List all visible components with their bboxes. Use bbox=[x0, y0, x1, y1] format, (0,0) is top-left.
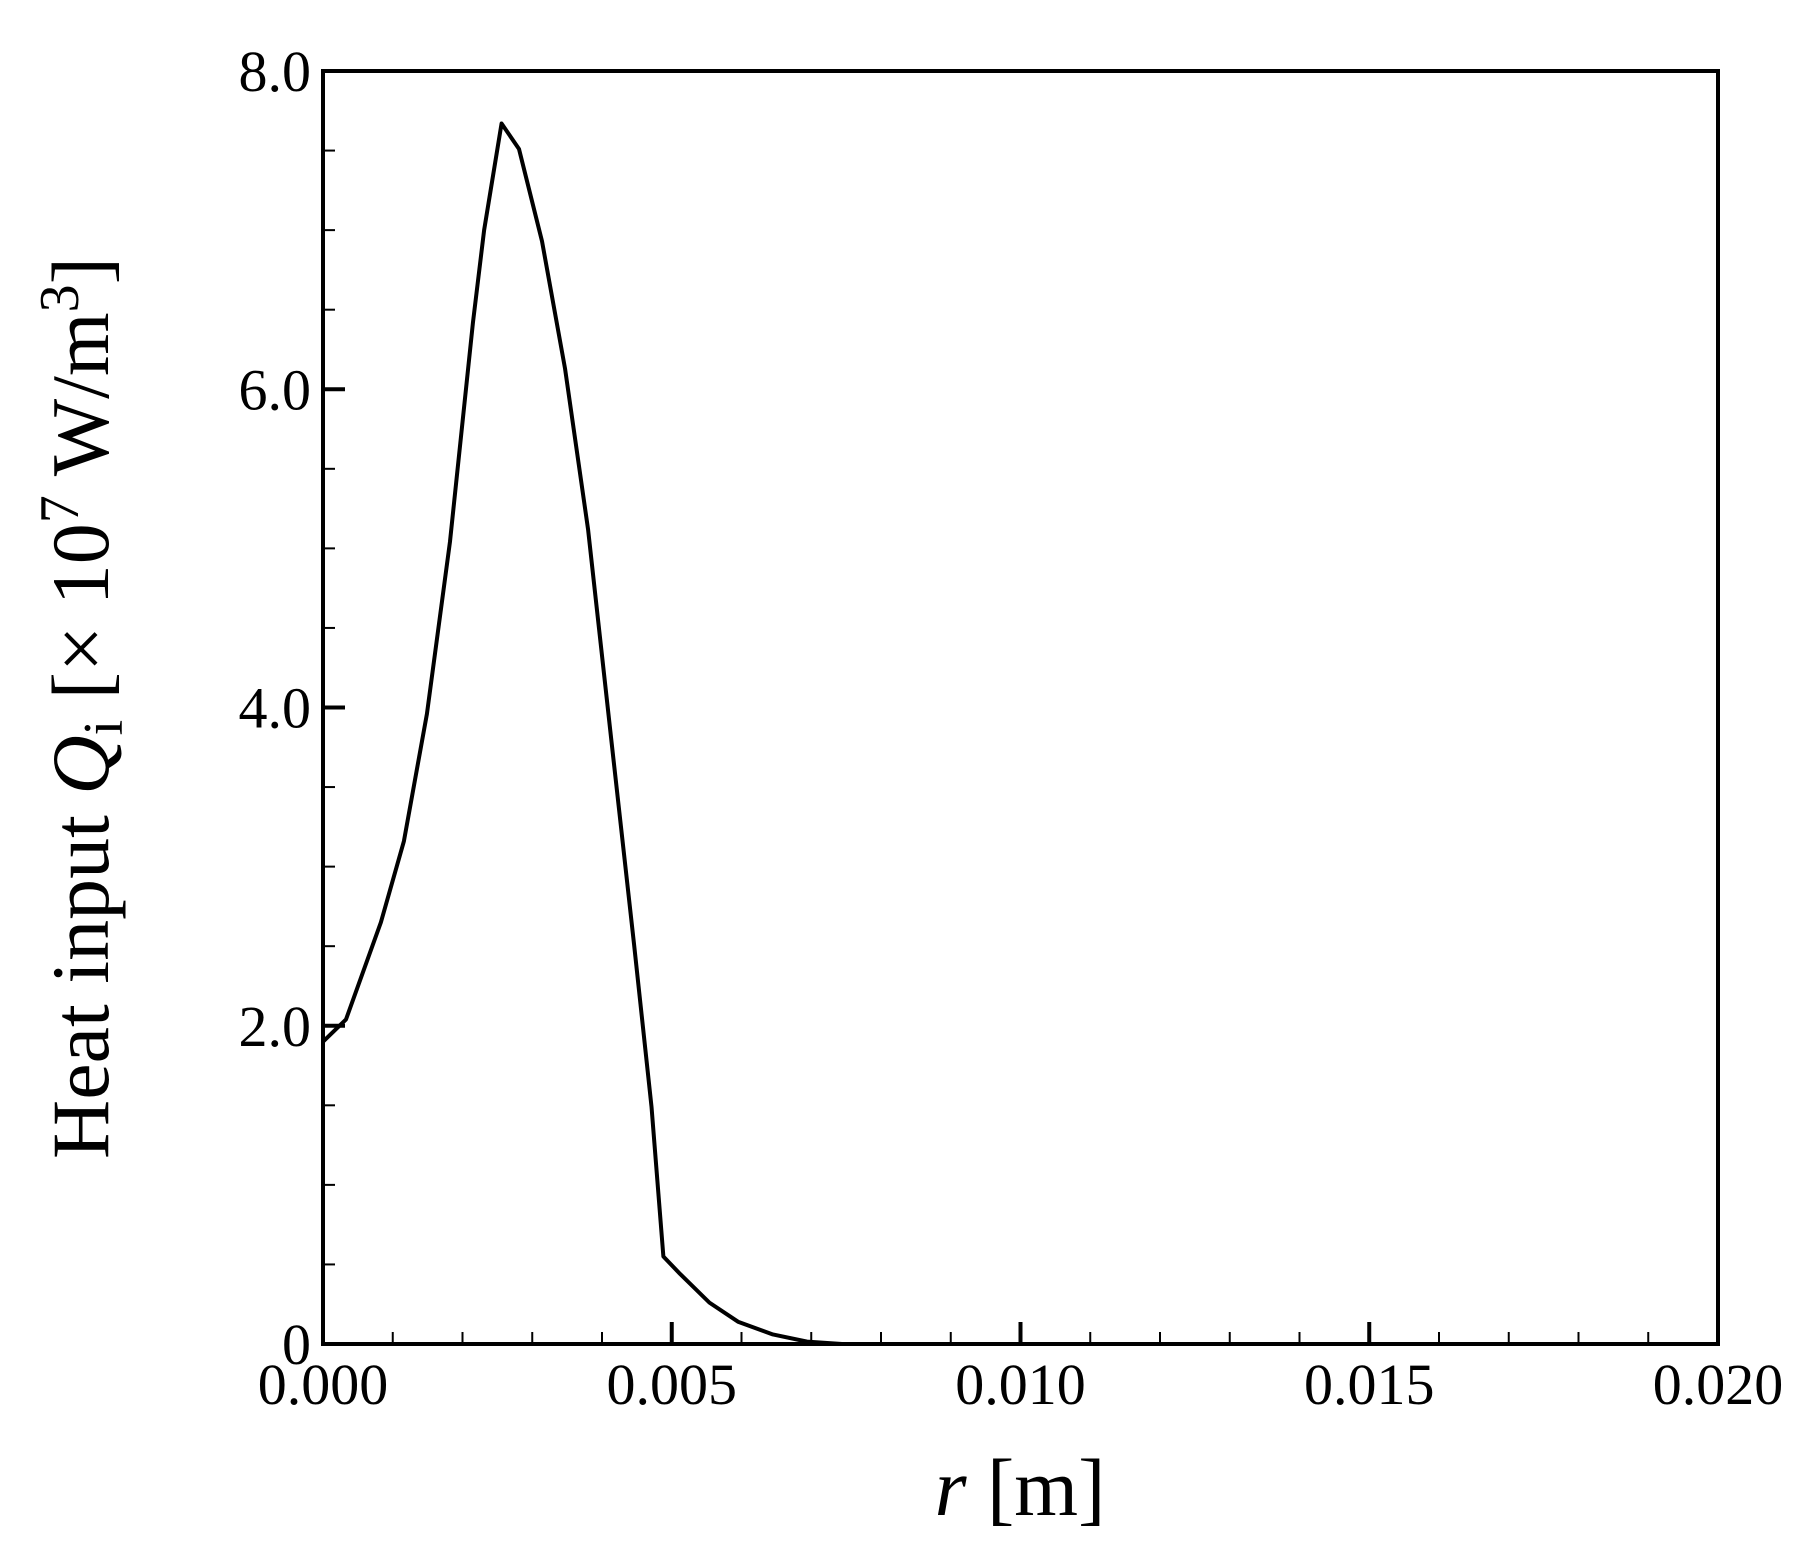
y-axis-label: Heat input Qi [× 107 W/m3] bbox=[29, 257, 135, 1159]
x-label-unit: [m] bbox=[967, 1442, 1106, 1533]
x-label-var: r bbox=[935, 1442, 968, 1533]
y-tick-label: 4.0 bbox=[239, 676, 312, 741]
y-label-part: 3 bbox=[29, 284, 91, 312]
y-label-part: ] bbox=[35, 257, 126, 284]
y-tick-label: 0 bbox=[282, 1312, 311, 1377]
y-label-part: Q bbox=[35, 735, 126, 794]
plot-frame bbox=[321, 69, 1720, 1346]
x-tick-label: 0.015 bbox=[1304, 1352, 1435, 1417]
x-tick-label: 0.005 bbox=[607, 1352, 738, 1417]
x-tick-label: 0.010 bbox=[955, 1352, 1086, 1417]
y-label-part: 7 bbox=[29, 495, 91, 523]
y-tick-label: 8.0 bbox=[239, 39, 312, 104]
y-label-part: i bbox=[73, 720, 135, 736]
y-label-part: [× 10 bbox=[35, 523, 126, 720]
y-label-part: W/m bbox=[35, 312, 126, 495]
data-line bbox=[321, 121, 1718, 1346]
y-tick-label: 6.0 bbox=[239, 357, 312, 422]
y-label-part: Heat input bbox=[35, 795, 126, 1159]
x-tick-label: 0.020 bbox=[1653, 1352, 1784, 1417]
x-tick-label: 0.000 bbox=[258, 1352, 389, 1417]
y-tick-label: 2.0 bbox=[239, 994, 312, 1059]
x-axis-label: r [m] bbox=[935, 1442, 1106, 1533]
